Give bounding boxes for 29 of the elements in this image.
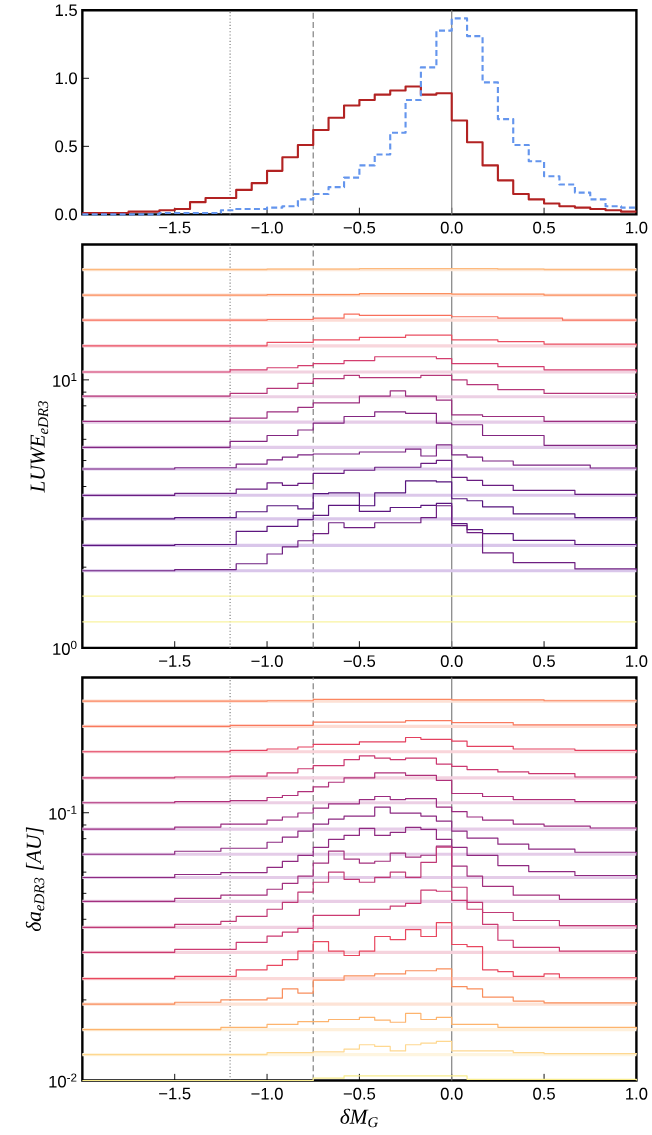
x-tick-label: 0.5	[532, 221, 555, 234]
x-tick-label: −0.5	[343, 221, 375, 234]
x-tick-label: −1.5	[158, 1087, 191, 1100]
x-tick-label: −0.5	[343, 1087, 375, 1100]
y-tick-label: 10$^{-2}$	[49, 1073, 77, 1088]
x-tick-label: −0.5	[343, 655, 375, 667]
x-tick-label: −1.0	[251, 1087, 283, 1100]
x-tick-label: 0.5	[532, 655, 555, 667]
y-tick-label: 10$^{-1}$	[49, 805, 77, 820]
y-tick-label: 10$^{1}$	[53, 372, 77, 387]
x-tick-label: −1.0	[251, 221, 283, 234]
x-axis-title: δM$_{G}$	[340, 1108, 378, 1128]
x-tick-label: 0.0	[440, 655, 463, 667]
x-tick-label: 1.0	[625, 655, 648, 667]
x-tick-label: 0.0	[440, 1087, 463, 1100]
x-tick-label: 0.0	[440, 221, 463, 234]
x-tick-label: −1.5	[158, 221, 191, 234]
y-tick-label: 1.0	[55, 72, 77, 85]
y-tick-label: 0.5	[54, 140, 77, 153]
x-tick-label: 1.0	[625, 221, 648, 234]
x-tick-label: 1.0	[625, 1087, 648, 1100]
y-axis-title: LUWE$_{eDR3}$	[30, 401, 48, 493]
x-tick-label: −1.0	[251, 655, 283, 667]
x-tick-label: 0.5	[532, 1087, 555, 1100]
y-tick-label: 10$^{0}$	[53, 640, 77, 655]
y-tick-label: 1.5	[55, 4, 77, 17]
x-tick-label: −1.5	[158, 655, 191, 667]
y-axis-title: δa$_{eDR3}$ [AU]	[25, 827, 45, 932]
y-tick-label: 0.0	[54, 208, 77, 221]
